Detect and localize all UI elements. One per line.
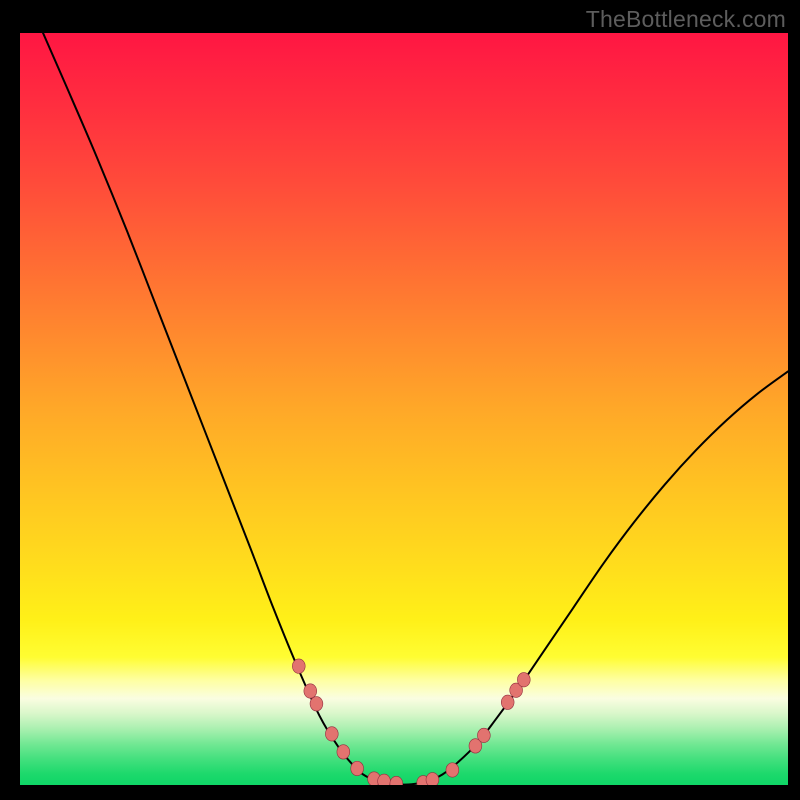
- data-marker: [292, 659, 305, 673]
- chart-frame: TheBottleneck.com: [0, 0, 800, 800]
- chart-svg: [20, 33, 788, 785]
- data-marker: [304, 684, 317, 698]
- data-marker: [446, 763, 459, 777]
- data-marker: [390, 776, 403, 785]
- data-marker: [337, 745, 350, 759]
- data-marker: [501, 695, 514, 709]
- plot-area: [20, 33, 788, 785]
- data-marker: [351, 761, 364, 775]
- data-marker: [310, 697, 323, 711]
- watermark-text: TheBottleneck.com: [586, 6, 786, 33]
- bottleneck-curve: [43, 33, 788, 785]
- data-marker: [517, 673, 530, 687]
- data-marker: [426, 773, 439, 785]
- data-marker: [378, 774, 391, 785]
- data-marker: [477, 728, 490, 742]
- data-marker: [325, 727, 338, 741]
